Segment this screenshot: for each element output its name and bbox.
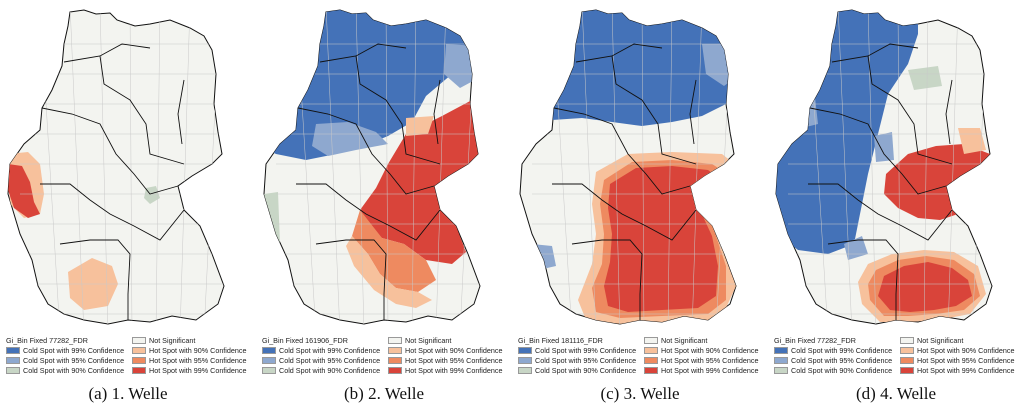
legend-hot99: Hot Spot with 99% Confidence: [149, 366, 247, 375]
coldspot-north-99: [520, 10, 736, 126]
legend-hot99: Hot Spot with 99% Confidence: [917, 366, 1015, 375]
legend-cold99: Cold Spot with 99% Confidence: [535, 346, 637, 355]
hotspot-center-90: [406, 116, 434, 136]
legend-hot90: Hot Spot with 90% Confidence: [149, 346, 247, 355]
legend-c: Gi_Bin Fixed 181116_FDR Not Significant …: [518, 336, 764, 378]
hotspot-east-99: [360, 100, 480, 264]
legend-hot95: Hot Spot with 95% Confidence: [149, 356, 247, 365]
legend-cold90: Cold Spot with 90% Confidence: [279, 366, 381, 375]
caption-a: (a) 1. Welle: [88, 384, 168, 403]
state-borders: [40, 43, 185, 320]
legend-cold99: Cold Spot with 99% Confidence: [23, 346, 125, 355]
legend-cold95: Cold Spot with 95% Confidence: [535, 356, 637, 365]
legend-not-significant: Not Significant: [405, 336, 452, 345]
legend-not-significant: Not Significant: [149, 336, 196, 345]
state-borders: [552, 43, 697, 320]
caption-c: (c) 3. Welle: [600, 384, 680, 403]
legend-hot90: Hot Spot with 90% Confidence: [917, 346, 1015, 355]
germany-outline: [7, 9, 225, 325]
hotspot-south-99: [604, 166, 730, 312]
legend-cold90: Cold Spot with 90% Confidence: [23, 366, 125, 375]
legend-cold95: Cold Spot with 95% Confidence: [791, 356, 893, 365]
hotspot-west-99: [8, 164, 40, 218]
legend-hot95: Hot Spot with 95% Confidence: [405, 356, 503, 365]
legend-hot95: Hot Spot with 95% Confidence: [661, 356, 759, 365]
district-lines: [532, 10, 736, 324]
map-welle-3: [519, 9, 737, 325]
panel-c: Gi_Bin Fixed 181116_FDR Not Significant …: [512, 0, 768, 413]
panel-d: Gi_Bin Fixed 77282_FDR Not Significant C…: [768, 0, 1024, 413]
legend-d: Gi_Bin Fixed 77282_FDR Not Significant C…: [774, 336, 1020, 378]
legend-cold99: Cold Spot with 99% Confidence: [279, 346, 381, 355]
legend-hot99: Hot Spot with 99% Confidence: [405, 366, 503, 375]
legend-not-significant: Not Significant: [917, 336, 964, 345]
hotspot-south-95: [352, 210, 436, 292]
hotspot-east-90: [958, 128, 986, 154]
state-borders: [296, 43, 441, 320]
legend-not-significant: Not Significant: [661, 336, 708, 345]
legend-cold90: Cold Spot with 90% Confidence: [535, 366, 637, 375]
map-welle-2: [263, 9, 481, 325]
legend-title: Gi_Bin Fixed 77282_FDR: [6, 336, 88, 345]
coldspot-center-90: [144, 186, 160, 204]
coldspot-northeast-90: [908, 66, 942, 90]
map-welle-4: [775, 9, 993, 325]
caption-d: (d) 4. Welle: [856, 384, 936, 403]
district-lines: [20, 10, 224, 324]
map-welle-1: [7, 9, 225, 325]
legend-hot90: Hot Spot with 90% Confidence: [405, 346, 503, 355]
legend-a: Gi_Bin Fixed 77282_FDR Not Significant C…: [6, 336, 252, 378]
coldspot-west-95: [530, 244, 556, 270]
hotspot-south-99: [878, 262, 972, 312]
legend-title: Gi_Bin Fixed 161906_FDR: [262, 336, 348, 345]
legend-cold99: Cold Spot with 99% Confidence: [791, 346, 893, 355]
legend-cold90: Cold Spot with 90% Confidence: [791, 366, 893, 375]
legend-cold95: Cold Spot with 95% Confidence: [23, 356, 125, 365]
coldspot-west-90: [526, 244, 538, 270]
legend-b: Gi_Bin Fixed 161906_FDR Not Significant …: [262, 336, 508, 378]
coldspot-northeast-95: [702, 44, 736, 86]
coldspot-center-95: [874, 132, 894, 162]
coldspot-west-90: [264, 192, 280, 244]
legend-title: Gi_Bin Fixed 77282_FDR: [774, 336, 856, 345]
legend-title: Gi_Bin Fixed 181116_FDR: [518, 336, 603, 345]
state-borders: [808, 43, 953, 320]
panel-b: Gi_Bin Fixed 161906_FDR Not Significant …: [256, 0, 512, 413]
caption-b: (b) 2. Welle: [344, 384, 424, 403]
legend-cold95: Cold Spot with 95% Confidence: [279, 356, 381, 365]
legend-hot90: Hot Spot with 90% Confidence: [661, 346, 759, 355]
panel-a: Gi_Bin Fixed 77282_FDR Not Significant C…: [0, 0, 256, 413]
legend-hot99: Hot Spot with 99% Confidence: [661, 366, 759, 375]
legend-hot95: Hot Spot with 95% Confidence: [917, 356, 1015, 365]
